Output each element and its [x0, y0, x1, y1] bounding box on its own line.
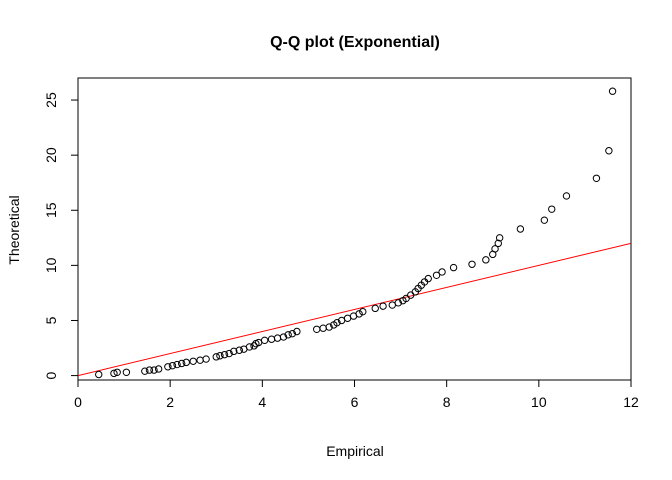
- x-tick-label-8: 8: [443, 394, 451, 410]
- data-point: [562, 192, 571, 200]
- data-point: [177, 359, 186, 368]
- x-axis-label: Empirical: [326, 443, 384, 459]
- chart-title: Q-Q plot (Exponential): [270, 34, 440, 51]
- data-point: [216, 352, 224, 360]
- data-point: [482, 256, 490, 264]
- data-point: [325, 323, 333, 331]
- data-point: [173, 360, 181, 369]
- data-point: [150, 366, 158, 374]
- data-point: [220, 350, 229, 359]
- x-tick-label-0: 0: [74, 394, 82, 410]
- data-point: [343, 314, 352, 322]
- data-point: [333, 318, 341, 327]
- data-point: [196, 356, 204, 364]
- data-point: [122, 368, 131, 376]
- data-point: [313, 325, 321, 333]
- data-point: [432, 271, 441, 279]
- data-point: [279, 333, 288, 341]
- data-point: [608, 87, 617, 95]
- data-point: [145, 366, 154, 374]
- data-point: [592, 174, 601, 182]
- data-point: [293, 327, 301, 336]
- y-tick-label-20: 20: [43, 147, 59, 163]
- data-point: [154, 365, 163, 373]
- y-axis-label: Theoretical: [6, 195, 22, 264]
- data-point: [388, 301, 396, 309]
- data-point: [438, 268, 446, 276]
- data-point: [267, 335, 276, 343]
- data-point: [540, 216, 549, 224]
- data-point: [245, 343, 254, 351]
- data-point: [371, 304, 379, 313]
- data-point: [491, 245, 499, 253]
- x-tick-label-6: 6: [351, 394, 359, 410]
- data-point: [394, 299, 402, 307]
- data-point: [168, 361, 177, 370]
- data-point: [189, 357, 197, 365]
- x-tick-label-2: 2: [166, 394, 174, 410]
- data-point: [379, 302, 387, 310]
- y-tick-label-5: 5: [43, 316, 59, 324]
- data-point: [212, 353, 220, 361]
- data-point: [225, 349, 233, 358]
- data-point: [95, 370, 103, 379]
- data-point: [288, 330, 296, 338]
- data-point: [319, 324, 327, 332]
- data-point: [164, 363, 172, 371]
- data-point: [260, 336, 269, 345]
- data-point: [273, 334, 282, 342]
- x-tick-label-12: 12: [623, 394, 639, 410]
- x-tick-label-10: 10: [531, 394, 547, 410]
- data-point: [359, 307, 367, 316]
- x-tick-label-4: 4: [258, 394, 266, 410]
- reference-line: [78, 242, 631, 377]
- data-point: [202, 355, 210, 363]
- data-point: [182, 358, 190, 367]
- y-tick-label-15: 15: [43, 202, 59, 218]
- data-point: [141, 367, 149, 375]
- data-point: [516, 225, 525, 233]
- data-point: [468, 260, 476, 268]
- data-point: [494, 239, 502, 248]
- data-point: [113, 368, 121, 376]
- data-point: [424, 274, 432, 283]
- data-point: [284, 331, 292, 339]
- data-point: [230, 347, 238, 356]
- y-tick-label-0: 0: [43, 371, 59, 379]
- data-point: [235, 346, 243, 354]
- y-tick-label-10: 10: [43, 257, 59, 273]
- y-tick-label-25: 25: [43, 92, 59, 108]
- data-point: [605, 147, 613, 155]
- data-point: [548, 205, 556, 213]
- data-point: [495, 234, 504, 242]
- data-point: [355, 310, 363, 318]
- plot-frame: [77, 77, 632, 381]
- data-point: [449, 263, 458, 272]
- data-point: [110, 369, 118, 378]
